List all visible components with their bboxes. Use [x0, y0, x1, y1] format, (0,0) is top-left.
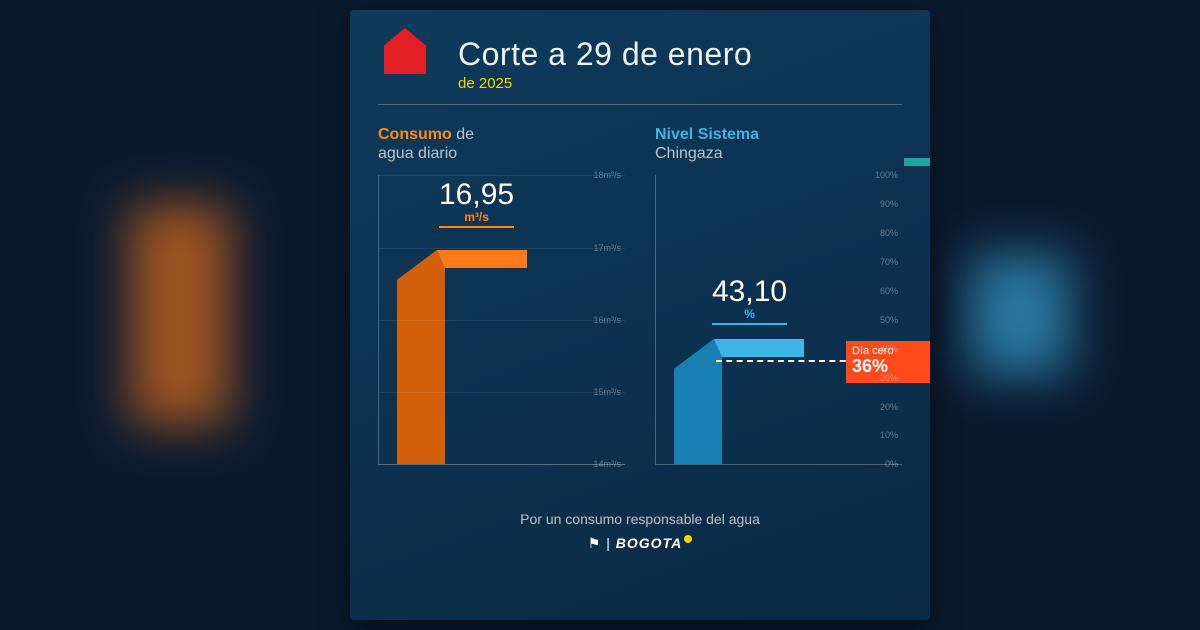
- nivel-unit: %: [712, 307, 787, 325]
- tick-label: 50%: [880, 315, 898, 325]
- gridline: [379, 248, 625, 249]
- gridline: [379, 392, 625, 393]
- tick-label: 40%: [880, 344, 898, 354]
- day-zero-line: [716, 360, 856, 362]
- main-subtitle: de 2025: [458, 75, 902, 92]
- gridline: [379, 320, 625, 321]
- tick-label: 90%: [880, 199, 898, 209]
- bogota-house-icon: [384, 28, 426, 74]
- tick-label: 30%: [880, 373, 898, 383]
- main-title: Corte a 29 de enero: [458, 36, 902, 73]
- yellow-dot-icon: [684, 535, 692, 543]
- tick-label: 14m³/s: [593, 459, 621, 469]
- tick-label: 10%: [880, 430, 898, 440]
- consumo-value: 16,95 m³/s: [439, 178, 514, 228]
- gridline: [379, 464, 625, 465]
- nivel-chart: Nivel Sistema Chingaza 43,10 % Día cero …: [655, 125, 902, 485]
- tick-label: 70%: [880, 257, 898, 267]
- divider: [378, 104, 902, 105]
- infographic-card: Corte a 29 de enero de 2025 Consumo de a…: [350, 10, 930, 620]
- tick-label: 20%: [880, 402, 898, 412]
- nivel-value: 43,10 %: [712, 275, 787, 325]
- tick-label: 18m³/s: [593, 170, 621, 180]
- tick-label: 17m³/s: [593, 243, 621, 253]
- tick-label: 100%: [875, 170, 898, 180]
- nivel-title: Nivel Sistema Chingaza: [655, 125, 902, 163]
- consumo-bar: [397, 250, 527, 464]
- consumo-chart: Consumo de agua diario 16,95 m³/s 18m³/s…: [378, 125, 625, 485]
- nivel-bar: [674, 339, 804, 464]
- tick-label: 15m³/s: [593, 387, 621, 397]
- tick-label: 60%: [880, 286, 898, 296]
- consumo-unit: m³/s: [439, 210, 514, 228]
- footer-tagline: Por un consumo responsable del agua: [378, 511, 902, 527]
- nivel-chart-area: 43,10 % Día cero 36% 100%90%80%70%60%50%…: [655, 175, 902, 465]
- bogota-wordmark: BOGOTA: [616, 535, 682, 551]
- charts-row: Consumo de agua diario 16,95 m³/s 18m³/s…: [378, 125, 902, 485]
- footer-logos: ⚑ | BOGOTA: [378, 535, 902, 552]
- decorative-stripe: [904, 158, 930, 166]
- gridline: [379, 175, 625, 176]
- consumo-chart-area: 16,95 m³/s 18m³/s17m³/s16m³/s15m³/s14m³/…: [378, 175, 625, 465]
- tick-label: 0%: [885, 459, 898, 469]
- tick-label: 16m³/s: [593, 315, 621, 325]
- consumo-title: Consumo de agua diario: [378, 125, 625, 163]
- shield-icon: ⚑: [588, 535, 602, 551]
- tick-label: 80%: [880, 228, 898, 238]
